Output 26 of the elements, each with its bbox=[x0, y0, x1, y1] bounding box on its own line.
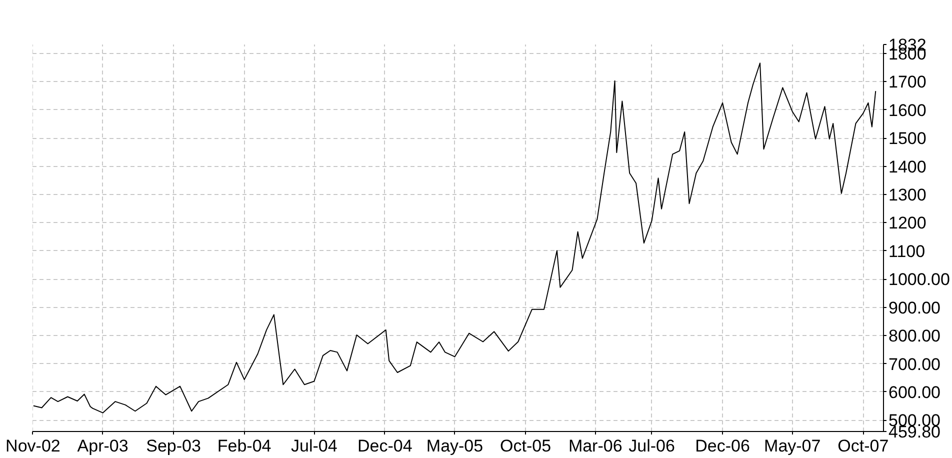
x-tick-label: May-05 bbox=[426, 436, 484, 456]
y-tick-label: 800.00 bbox=[888, 326, 940, 346]
x-tick-label: Sep-03 bbox=[146, 436, 201, 456]
x-tick-label: Jul-06 bbox=[628, 436, 675, 456]
x-tick-label: Dec-06 bbox=[695, 436, 750, 456]
y-tick-label: 1600 bbox=[888, 100, 926, 120]
y-tick-label: 1700 bbox=[888, 72, 926, 92]
x-tick-label: Nov-02 bbox=[6, 436, 60, 456]
y-tick-label: 600.00 bbox=[888, 382, 940, 402]
x-tick-label: Feb-04 bbox=[217, 436, 272, 456]
y-tick-label: 1000.00 bbox=[888, 270, 950, 290]
line-series bbox=[32, 62, 876, 414]
x-tick-label: May-07 bbox=[764, 436, 821, 456]
x-tick-label: Jul-04 bbox=[291, 436, 338, 456]
y-tick-label: 1100 bbox=[888, 242, 926, 261]
y-tick-label: 1300 bbox=[888, 186, 926, 205]
x-tick-label: Oct-07 bbox=[838, 436, 889, 456]
y-tick-label: 900.00 bbox=[888, 298, 940, 318]
y-tick-label: 1200 bbox=[888, 214, 926, 233]
y-tick-label: 700.00 bbox=[888, 354, 940, 374]
x-tick-label: Oct-05 bbox=[500, 436, 552, 456]
y-tick-label: 1400 bbox=[888, 157, 926, 176]
x-tick-label: Mar-06 bbox=[568, 436, 622, 456]
y-tick-label: 1500 bbox=[888, 129, 926, 148]
x-tick-label: Apr-03 bbox=[77, 436, 128, 456]
x-tick-label: Dec-04 bbox=[358, 436, 412, 456]
